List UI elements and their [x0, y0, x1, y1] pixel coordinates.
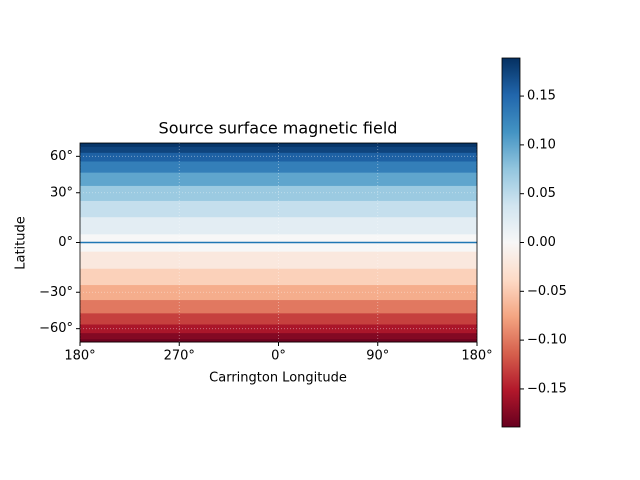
heatmap-row — [80, 268, 477, 286]
colorbar-tick-label: −0.15 — [527, 381, 567, 396]
heatmap-row — [80, 143, 477, 144]
heatmap-row — [80, 160, 477, 173]
y-tick-label: 60° — [50, 149, 73, 164]
colorbar-tick-label: 0.15 — [527, 89, 556, 104]
heatmap-row — [80, 299, 477, 314]
heatmap-row — [80, 185, 477, 201]
colorbar — [501, 57, 521, 428]
heatmap-row — [80, 200, 477, 218]
heatmap-row — [80, 172, 477, 186]
colorbar-tick-label: 0.10 — [527, 137, 556, 152]
y-tick-label: −30° — [39, 285, 73, 300]
x-tick-label: 180° — [64, 349, 95, 364]
heatmap-row — [80, 312, 477, 325]
heatmap-row — [80, 251, 477, 269]
heatmap-row — [80, 284, 477, 301]
colorbar-tick-label: −0.05 — [527, 284, 567, 299]
x-tick-label: 180° — [461, 349, 492, 364]
y-axis-label: Latitude — [14, 216, 29, 270]
y-tick-label: 30° — [50, 185, 73, 200]
heatmap-row — [80, 216, 477, 235]
x-tick-label: 0° — [271, 349, 286, 364]
colorbar-tick-label: 0.00 — [527, 235, 556, 250]
heatmap-row — [80, 332, 477, 340]
heatmap-row — [80, 152, 477, 162]
heatmap-row — [80, 338, 477, 343]
colorbar-tick-label: 0.05 — [527, 186, 556, 201]
y-tick-label: −60° — [39, 321, 73, 336]
x-tick-label: 270° — [164, 349, 195, 364]
x-tick-label: 90° — [366, 349, 389, 364]
plot-frame — [79, 142, 478, 343]
chart-title: Source surface magnetic field — [159, 119, 398, 138]
heatmap-row — [80, 143, 477, 147]
y-tick-label: 0° — [58, 235, 73, 250]
heatmap-row — [80, 146, 477, 153]
heatmap-row — [80, 324, 477, 334]
x-axis-label: Carrington Longitude — [209, 371, 347, 386]
colorbar-tick-label: −0.10 — [527, 333, 567, 348]
